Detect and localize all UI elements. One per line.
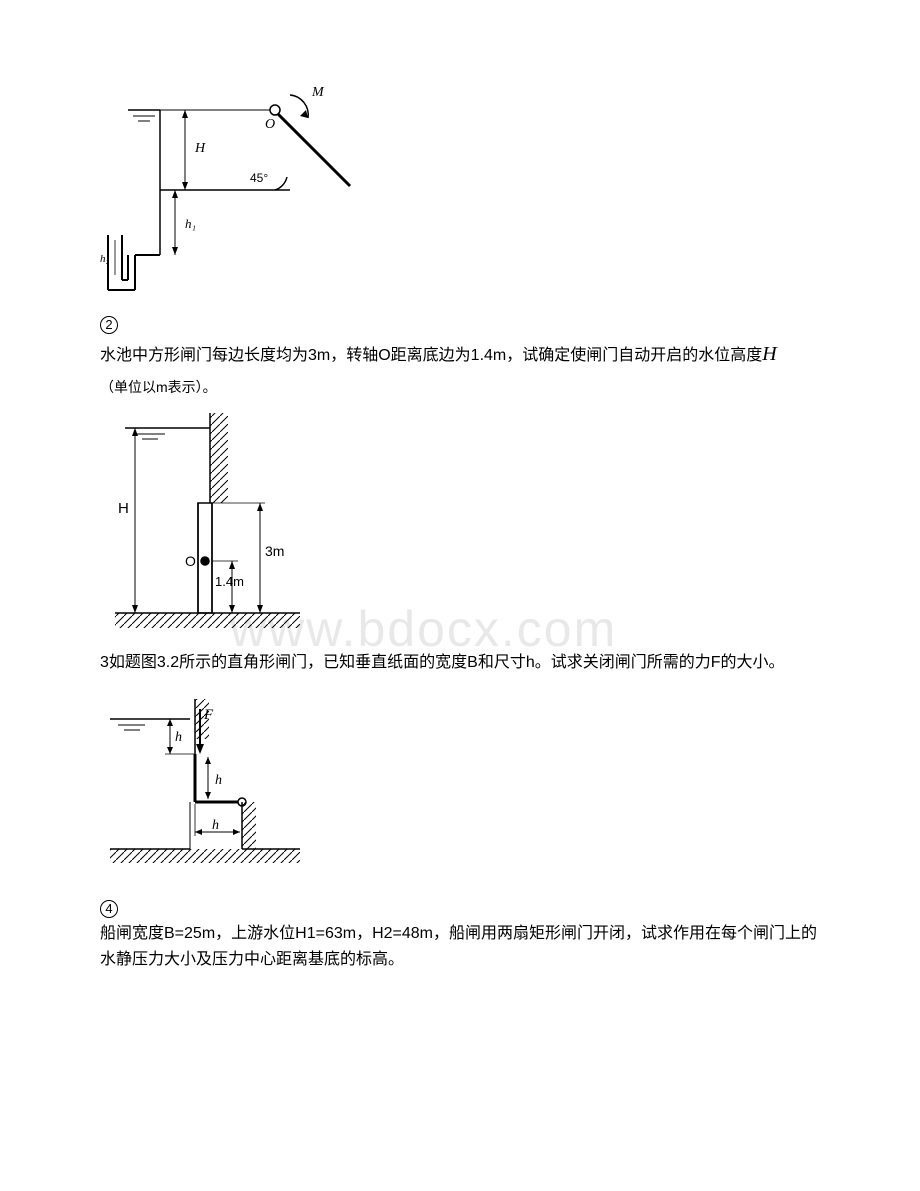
fig3-label-h2: h	[215, 773, 222, 788]
fig1-label-M: M	[311, 85, 325, 100]
fig1-label-h2: h₂	[100, 253, 110, 265]
problem-3-text: 3如题图3.2所示的直角形闸门，已知垂直纸面的宽度B和尺寸h。试求关闭闸门所需的…	[100, 650, 820, 676]
page-content: M O H 45° h₁ h₂ 2 水池中方形闸门每边长度均为3m，转轴O距离底…	[100, 80, 820, 972]
figure-2: H O 3m 1.4m	[100, 408, 320, 638]
problem-2: 2 水池中方形闸门每边长度均为3m，转轴O距离底边为1.4m，试确定使闸门自动开…	[100, 312, 820, 370]
problem-4-text: 船闸宽度B=25m，上游水位H1=63m，H2=48m，船闸用两扇矩形闸门开闭，…	[100, 925, 817, 968]
fig1-label-O: O	[265, 117, 275, 132]
fig2-label-14m: 1.4m	[215, 574, 244, 589]
fig3-label-F: F	[203, 707, 214, 723]
problem-2-text-b: （单位以m表示）。	[100, 376, 820, 398]
fig2-label-H: H	[118, 500, 129, 517]
figure-1: M O H 45° h₁ h₂	[100, 80, 360, 300]
fig3-label-h3: h	[212, 818, 219, 833]
fig3-label-h1: h	[175, 730, 182, 745]
fig1-label-45: 45°	[250, 171, 268, 185]
figure-3: F h h h	[100, 684, 310, 884]
problem-4: 4 船闸宽度B=25m，上游水位H1=63m，H2=48m，船闸用两扇矩形闸门开…	[100, 896, 820, 973]
fig2-label-O: O	[185, 553, 196, 569]
fig1-label-H: H	[194, 141, 206, 156]
fig1-label-h1: h₁	[185, 216, 196, 231]
problem-2-text-a: 水池中方形闸门每边长度均为3m，转轴O距离底边为1.4m，试确定使闸门自动开启的…	[100, 347, 762, 364]
fig2-label-3m: 3m	[265, 543, 284, 559]
problem-2-var-H: H	[762, 343, 776, 365]
problem-4-number: 4	[100, 900, 118, 918]
problem-2-number: 2	[100, 316, 118, 334]
